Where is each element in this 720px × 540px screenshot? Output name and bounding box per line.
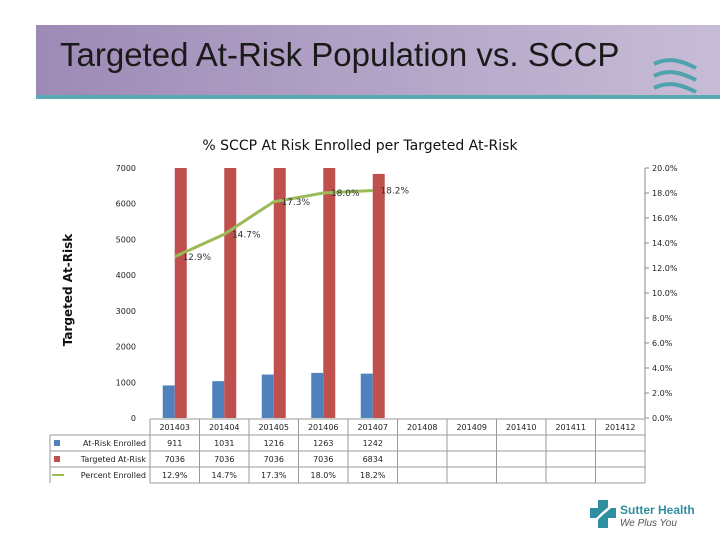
y-tick-label: 1000 xyxy=(116,378,136,387)
y2-axis-ticks: 0.0% 2.0% 4.0% 6.0% 8.0% 10.0% 12.0% 14.0% 16.0%… xyxy=(644,164,678,423)
percent-data-label: 12.9% xyxy=(182,253,211,263)
legend-label: Targeted At-Risk xyxy=(80,455,147,464)
y-tick-label: 2000 xyxy=(116,343,136,352)
swoosh-logo-icon xyxy=(653,58,697,94)
y-axis-ticks: 0 1000 2000 3000 4000 5000 6000 7000 xyxy=(116,164,136,423)
y2-tick-label: 6.0% xyxy=(652,339,673,348)
y2-tick-label: 0.0% xyxy=(652,414,673,423)
bars xyxy=(162,168,385,418)
bar-targeted-at-risk xyxy=(323,168,336,418)
logo-tagline: We Plus You xyxy=(620,518,677,529)
y-tick-label: 3000 xyxy=(116,307,136,316)
bar-at-risk-enrolled xyxy=(212,381,225,418)
y-tick-label: 0 xyxy=(131,414,136,423)
table-cell: 1242 xyxy=(363,439,383,448)
legend-swatch xyxy=(54,440,60,446)
table-cell: 7036 xyxy=(214,455,234,464)
data-table: 201403 201404 201405 201406 201407 201408 2014… xyxy=(49,418,646,484)
bar-targeted-at-risk xyxy=(174,168,187,418)
y2-tick-label: 18.0% xyxy=(652,189,678,198)
y-tick-label: 7000 xyxy=(116,164,136,173)
table-cell: 6834 xyxy=(363,455,383,464)
y-tick-label: 5000 xyxy=(116,235,136,244)
y2-tick-label: 10.0% xyxy=(652,289,678,298)
title-accent-line xyxy=(36,95,720,99)
percent-line: 12.9% 14.7% 17.3% 18.0% 18.2% xyxy=(174,187,409,263)
table-cell: 1216 xyxy=(264,439,284,448)
bar-targeted-at-risk xyxy=(224,168,237,418)
table-cell: 18.2% xyxy=(360,471,386,480)
y2-tick-label: 8.0% xyxy=(652,314,673,323)
x-tick-label: 201411 xyxy=(555,423,586,432)
x-tick-label: 201407 xyxy=(357,423,388,432)
table-cell: 18.0% xyxy=(311,471,337,480)
legend-swatch xyxy=(54,456,60,462)
table-cell: 911 xyxy=(167,439,182,448)
logo-name: Sutter Health xyxy=(620,503,695,517)
table-cell: 7036 xyxy=(165,455,185,464)
x-tick-label: 201403 xyxy=(159,423,190,432)
slide-title: Targeted At-Risk Population vs. SCCP xyxy=(60,36,620,73)
x-tick-label: 201404 xyxy=(209,423,240,432)
y-axis-label: Targeted At-Risk xyxy=(61,233,75,347)
legend-label: At-Risk Enrolled xyxy=(83,439,146,448)
bar-targeted-at-risk xyxy=(273,168,286,418)
title-band xyxy=(36,25,720,95)
x-tick-label: 201412 xyxy=(605,423,636,432)
table-cell: 7036 xyxy=(264,455,284,464)
chart-title: % SCCP At Risk Enrolled per Targeted At-… xyxy=(202,138,518,154)
table-cell: 17.3% xyxy=(261,471,287,480)
bar-at-risk-enrolled xyxy=(360,373,373,418)
y2-tick-label: 14.0% xyxy=(652,239,678,248)
table-cell: 14.7% xyxy=(212,471,238,480)
percent-data-label: 17.3% xyxy=(281,198,310,208)
table-cell: 1031 xyxy=(214,439,234,448)
bar-at-risk-enrolled xyxy=(311,372,324,418)
bar-at-risk-enrolled xyxy=(162,385,175,418)
percent-data-label: 18.2% xyxy=(380,187,409,197)
x-tick-label: 201406 xyxy=(308,423,339,432)
y2-tick-label: 20.0% xyxy=(652,164,678,173)
y2-tick-label: 16.0% xyxy=(652,214,678,223)
x-tick-label: 201409 xyxy=(456,423,487,432)
sutter-health-logo-icon xyxy=(590,500,616,528)
legend-label: Percent Enrolled xyxy=(81,471,146,480)
bar-targeted-at-risk xyxy=(372,173,385,418)
x-tick-label: 201405 xyxy=(258,423,289,432)
percent-data-label: 14.7% xyxy=(232,230,261,240)
x-tick-label: 201410 xyxy=(506,423,537,432)
y2-tick-label: 2.0% xyxy=(652,389,673,398)
percent-data-label: 18.0% xyxy=(331,189,360,199)
y2-tick-label: 4.0% xyxy=(652,364,673,373)
y-tick-label: 6000 xyxy=(116,200,136,209)
y-tick-label: 4000 xyxy=(116,271,136,280)
y2-tick-label: 12.0% xyxy=(652,264,678,273)
table-cell: 12.9% xyxy=(162,471,188,480)
table-cell: 7036 xyxy=(313,455,333,464)
x-tick-label: 201408 xyxy=(407,423,438,432)
bar-at-risk-enrolled xyxy=(261,374,274,418)
percent-enrolled-line xyxy=(174,189,373,259)
table-cell: 1263 xyxy=(313,439,333,448)
